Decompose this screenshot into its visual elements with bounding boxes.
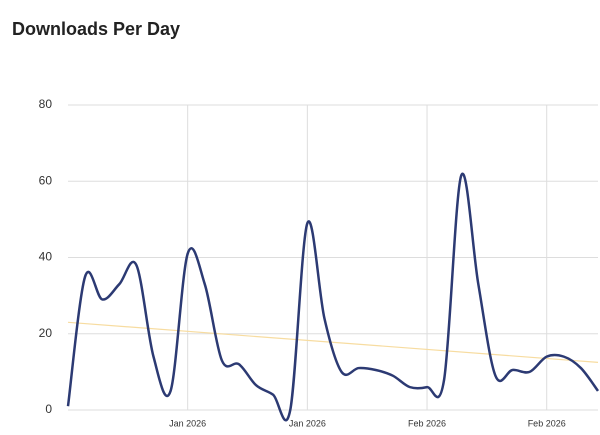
y-tick-label: 0 [45, 402, 52, 416]
y-tick-label: 80 [39, 97, 53, 111]
data-line [66, 172, 600, 422]
x-tick-label: Jan 2026 [289, 418, 326, 428]
trend-line [67, 321, 599, 363]
y-tick-label: 40 [39, 250, 53, 264]
y-tick-label: 20 [39, 326, 53, 340]
x-tick-label: Feb 2026 [528, 418, 566, 428]
x-tick-label: Feb 2026 [408, 418, 446, 428]
x-tick-label: Jan 2026 [169, 418, 206, 428]
chart-title: Downloads Per Day [12, 19, 180, 39]
y-tick-label: 60 [39, 173, 53, 187]
